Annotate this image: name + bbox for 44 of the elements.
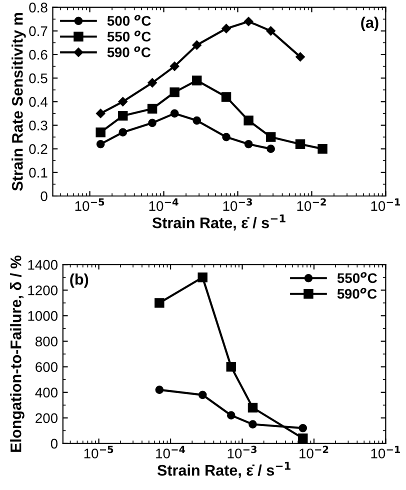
y-tick-label: 0 <box>40 191 48 202</box>
y-tick-label: 0 <box>50 438 58 449</box>
y-tick-label: 400 <box>35 388 58 398</box>
y-tick-label: 600 <box>36 362 58 372</box>
point <box>226 411 236 420</box>
x-axis-title: Strain Rate, ε̇ / s$^{−1}$ <box>157 462 290 478</box>
y-tick-label: 0.3 <box>29 120 48 130</box>
point <box>154 298 164 308</box>
x-tick-label: 10$^{−1}$ <box>371 198 400 211</box>
x-tick-label: 10$^{−4}$ <box>156 446 186 458</box>
legend-label: 590 $^{o}$C <box>107 46 151 58</box>
annotation: (a) <box>361 16 378 32</box>
y-tick-label: 0.7 <box>29 26 48 36</box>
y-tick-label: 200 <box>36 413 58 424</box>
x-tick-label: 10$^{−3}$ <box>228 446 256 458</box>
legend-label: 550 $^{o}$C <box>107 30 151 42</box>
y-tick-label: 0.2 <box>29 144 48 154</box>
point <box>226 362 236 372</box>
point <box>298 433 308 444</box>
y-tick-label: 1400 <box>28 260 58 270</box>
annotation: (b) <box>70 274 88 288</box>
x-tick-label: 10$^{−4}$ <box>149 198 178 211</box>
legend-label: 550$^{o}$C <box>337 272 377 284</box>
x-tick-label: 10$^{−1}$ <box>371 446 400 458</box>
legend-label: 500 $^{o}$C <box>107 14 151 26</box>
y-tick-label: 0.1 <box>29 168 48 178</box>
y-axis-title: Strain Rate Sensitivity m <box>12 13 26 191</box>
y-tick-label: 0.4 <box>29 97 48 107</box>
legend-label: 590$^{o}$C <box>337 288 377 299</box>
y-tick-label: 0.8 <box>29 2 48 13</box>
y-tick-label: 800 <box>36 336 58 346</box>
y-tick-label: 1200 <box>28 285 58 296</box>
point <box>155 386 164 394</box>
y-axis-title: Elongation-to-Failure, δ / % <box>10 256 24 452</box>
x-tick-label: 10$^{−3}$ <box>223 198 252 211</box>
x-tick-label: 10$^{−5}$ <box>75 198 104 211</box>
point <box>298 424 308 432</box>
y-tick-label: 0.5 <box>29 73 48 84</box>
y-tick-label: 0.6 <box>29 50 48 60</box>
y-tick-label: 1000 <box>28 311 58 321</box>
x-axis-title: Strain Rate, ε̇ / s$^{−1}$ <box>152 214 286 230</box>
x-tick-label: 10$^{−5}$ <box>84 446 114 458</box>
x-tick-label: 10$^{−2}$ <box>297 198 326 211</box>
x-tick-label: 10$^{−2}$ <box>300 446 328 458</box>
